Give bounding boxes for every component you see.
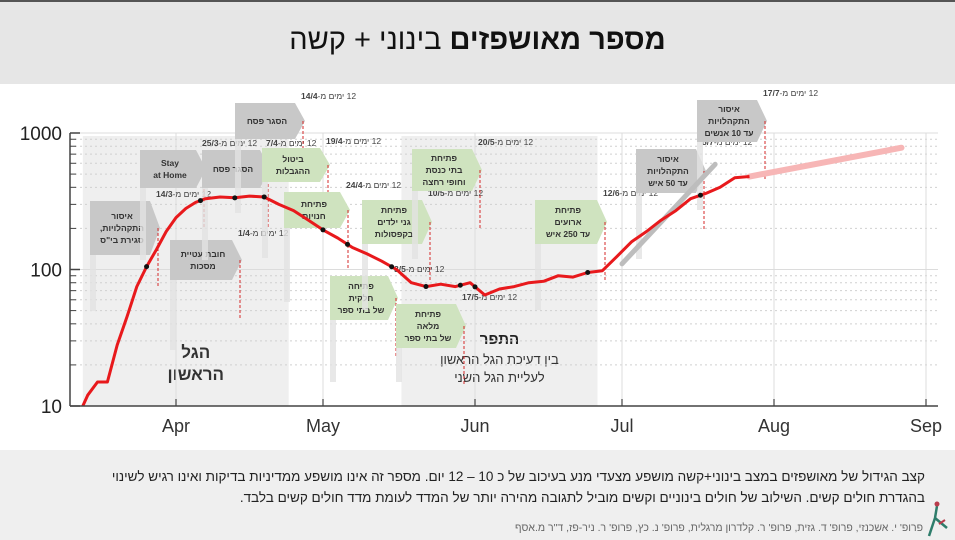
footer-description: קצב הגידול של מאושפזים במצב בינוני+קשה מ… — [45, 466, 925, 508]
svg-text:התקהלויות,: התקהלויות, — [100, 223, 144, 233]
x-tick-label: Jul — [610, 416, 633, 436]
x-tick-label: Aug — [758, 416, 790, 436]
svg-text:הראשון: הראשון — [168, 365, 225, 384]
svg-text:פתיחת: פתיחת — [431, 153, 458, 163]
footer-line-2: בהגדרת חולים קשים. השילוב של חולים בינונ… — [239, 490, 925, 505]
svg-text:Stay: Stay — [161, 158, 179, 168]
title-bold: מספר מאושפזים — [449, 24, 666, 56]
data-lines — [81, 144, 905, 407]
svg-text:12 ימים מ-3/5: 12 ימים מ-3/5 — [394, 264, 445, 274]
svg-text:12 ימים מ-24/4: 12 ימים מ-24/4 — [346, 180, 401, 190]
logo-icon — [927, 501, 948, 537]
svg-text:חלקית: חלקית — [349, 293, 374, 303]
event-callout-17-7: 12 ימים מ-17/7 איסור התקהלויות עד 10 אנשים — [697, 88, 818, 210]
svg-text:לעליית הגל השני: לעליית הגל השני — [454, 370, 545, 385]
svg-text:12 ימים מ-14/4: 12 ימים מ-14/4 — [301, 91, 356, 101]
svg-text:פתיחת: פתיחת — [301, 199, 328, 209]
event-marker — [472, 284, 478, 290]
svg-text:בתי כנסת: בתי כנסת — [426, 165, 463, 175]
svg-text:של בתי ספר: של בתי ספר — [338, 305, 385, 315]
svg-text:חנויות: חנויות — [302, 211, 325, 221]
event-marker — [457, 282, 463, 288]
svg-text:12 ימים מ-17/7: 12 ימים מ-17/7 — [763, 88, 818, 98]
svg-text:12 ימים מ-10/5: 12 ימים מ-10/5 — [428, 188, 483, 198]
x-tick-label: Sep — [910, 416, 942, 436]
svg-text:פתיחה: פתיחה — [348, 281, 374, 291]
svg-text:ביטול: ביטול — [282, 154, 304, 164]
footer-line-1: קצב הגידול של מאושפזים במצב בינוני+קשה מ… — [111, 469, 925, 484]
event-marker — [320, 227, 326, 233]
x-tick-label: Jun — [460, 416, 489, 436]
svg-text:איסור: איסור — [718, 104, 740, 114]
event-callout-14-4: 12 ימים מ-14/4 הסגר פסח — [235, 91, 356, 213]
y-tick-label: 1000 — [20, 124, 62, 145]
svg-text:12 ימים מ-14/3: 12 ימים מ-14/3 — [156, 189, 211, 199]
svg-text:מלאה: מלאה — [417, 321, 440, 331]
svg-text:12 ימים מ-19/4: 12 ימים מ-19/4 — [326, 136, 381, 146]
svg-text:פתיחת: פתיחת — [381, 205, 408, 215]
event-marker — [389, 264, 395, 270]
svg-text:התקהלויות: התקהלויות — [647, 166, 689, 176]
svg-text:עד 250 איש: עד 250 איש — [546, 229, 590, 239]
svg-text:הסגר פסח: הסגר פסח — [213, 164, 254, 174]
svg-text:איסור: איסור — [657, 154, 679, 164]
svg-text:פתיחת: פתיחת — [555, 205, 582, 215]
svg-text:סגירת בי"ס: סגירת בי"ס — [100, 235, 144, 245]
event-callout-19-4: 12 ימים מ-19/4 ביטול ההגבלות — [262, 136, 381, 258]
svg-text:בין דעיכת הגל הראשון: בין דעיכת הגל הראשון — [440, 352, 559, 367]
svg-text:פתיחת: פתיחת — [415, 309, 442, 319]
projection-line — [746, 144, 905, 180]
svg-text:12 ימים מ-17/5: 12 ימים מ-17/5 — [462, 292, 517, 302]
svg-text:at Home: at Home — [153, 170, 187, 180]
event-marker — [345, 241, 351, 247]
svg-text:עד 10 אנשים: עד 10 אנשים — [704, 128, 753, 138]
event-marker — [198, 198, 203, 204]
hospitalized-line — [81, 175, 750, 407]
y-tick-label: 10 — [41, 397, 62, 418]
svg-text:מסכות: מסכות — [190, 261, 215, 271]
y-tick-label: 100 — [30, 261, 62, 282]
axes: 10 100 1000 Apr May Jun Jul Aug Sep — [20, 124, 942, 436]
title-rest: בינוני + קשה — [289, 24, 442, 56]
event-callouts: 12 ימים מ-14/3 איסור התקהלויות, סגירת בי"ס 1… — [90, 88, 818, 386]
svg-text:וחופי רחצה: וחופי רחצה — [422, 177, 465, 187]
svg-text:הסגר פסח: הסגר פסח — [247, 116, 288, 126]
svg-text:12 ימים מ-20/5: 12 ימים מ-20/5 — [478, 137, 533, 147]
credits: פרופ' י. אשכנזי, פרופ' ד. גזית, פרופ' ר.… — [515, 522, 923, 534]
event-callout-20-5: 12 ימים מ-20/5 פתיחת בתי כנסת וחופי רחצה — [412, 137, 533, 259]
svg-text:עד 50 איש: עד 50 איש — [648, 178, 688, 188]
svg-text:12 ימים מ-25/3: 12 ימים מ-25/3 — [202, 138, 257, 148]
event-callout-17-5: 12 ימים מ-17/5 פתיחת מלאה של בתי ספר — [396, 292, 517, 386]
svg-text:התפר: התפר — [480, 331, 519, 348]
svg-text:התקהלויות: התקהלויות — [708, 116, 750, 126]
footer: קצב הגידול של מאושפזים במצב בינוני+קשה מ… — [0, 450, 955, 540]
svg-text:ההגבלות: ההגבלות — [276, 166, 311, 176]
event-marker — [423, 284, 429, 290]
event-marker — [144, 264, 150, 270]
event-marker — [261, 194, 267, 200]
x-tick-label: May — [306, 416, 340, 436]
svg-text:של בתי ספר: של בתי ספר — [405, 333, 452, 343]
event-marker — [697, 192, 703, 198]
event-callout-24-4: 12 ימים מ-24/4 פתיחת חנויות — [284, 180, 401, 302]
chart: הגל הראשון התפר בין דעיכת הגל הראשון לעליית … — [20, 88, 942, 436]
x-tick-label: Apr — [162, 416, 190, 436]
event-marker — [232, 195, 238, 201]
page-title: מספר מאושפזים בינוני + קשה — [0, 24, 955, 57]
svg-text:איסור: איסור — [111, 211, 133, 221]
event-marker — [585, 270, 591, 276]
svg-text:ארועים: ארועים — [554, 217, 581, 227]
svg-text:בקפסולות: בקפסולות — [375, 229, 414, 239]
title-bar: מספר מאושפזים בינוני + קשה — [0, 0, 955, 84]
svg-text:12 ימים מ-1/4: 12 ימים מ-1/4 — [238, 228, 289, 238]
svg-text:גני ילדים: גני ילדים — [377, 217, 411, 227]
svg-text:הגל: הגל — [181, 343, 210, 362]
svg-text:12 ימים מ-7/4: 12 ימים מ-7/4 — [266, 138, 317, 148]
